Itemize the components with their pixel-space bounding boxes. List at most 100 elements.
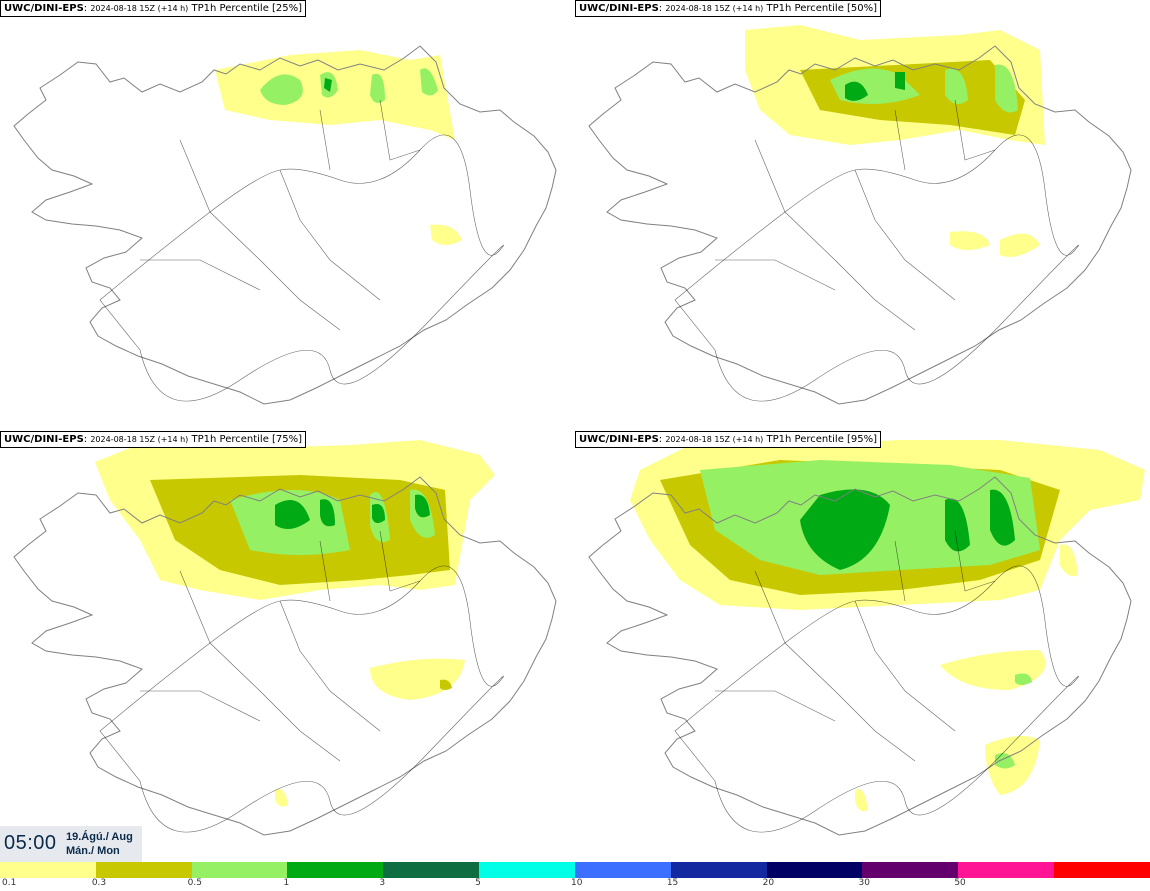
separator: : (658, 3, 666, 14)
precip-area (855, 789, 868, 812)
road-line (754, 139, 786, 213)
precip-map-p25 (13, 45, 557, 405)
legend-swatch (479, 862, 575, 878)
model-name: UWC/DINI-EPS (4, 434, 84, 445)
road-line (179, 570, 211, 644)
road-line (379, 530, 421, 592)
precip-area (1000, 233, 1040, 258)
legend-swatch (574, 862, 671, 878)
road-line (784, 211, 916, 331)
legend-swatch (1054, 862, 1150, 878)
legend-tick-label: 0.5 (187, 878, 202, 888)
road-line (140, 259, 261, 291)
road-line (209, 642, 341, 762)
separator: : (83, 3, 91, 14)
legend-swatch (191, 862, 288, 878)
precip-area (440, 679, 452, 690)
road-line (715, 690, 836, 722)
precip-area (370, 73, 385, 104)
precip-area (990, 489, 1015, 546)
legend-tick-label: 50 (954, 878, 966, 888)
road-line (99, 134, 504, 402)
separator: : (658, 434, 666, 445)
precip-area (320, 499, 335, 527)
road-line (784, 642, 916, 762)
road-line (715, 259, 836, 291)
legend-swatch (383, 862, 480, 878)
precip-area (940, 650, 1046, 690)
precip-area (1015, 673, 1032, 685)
map-panel-p25: UWC/DINI-EPS: 2024-08-18 15Z (+14 h) TP1… (0, 0, 575, 430)
road-line (140, 690, 261, 722)
road-line (674, 565, 1079, 833)
legend-swatch (958, 862, 1055, 878)
precip-area (895, 72, 905, 90)
legend-swatch (287, 862, 384, 878)
precip-map-p75 (13, 440, 557, 836)
legend-tick-label: 3 (379, 878, 386, 888)
precip-area (950, 231, 990, 250)
legend-tick-label: 30 (858, 878, 870, 888)
precip-area (1060, 544, 1078, 577)
precip-area (800, 489, 890, 570)
road-line (854, 600, 956, 732)
valid-date-line2: Mán./ Mon (66, 845, 120, 857)
precip-legend-labels: 0.1 0.3 0.5 1 3 5 10 15 20 30 50 (0, 878, 1150, 891)
legend-tick-label: 10 (571, 878, 583, 888)
precip-area (945, 68, 968, 104)
legend-swatch (766, 862, 863, 878)
road-line (954, 530, 996, 592)
valid-time-box: 05:00 19.Ágú./ Aug Mán./ Mon (0, 826, 142, 862)
precip-legend-colorbar (0, 862, 1150, 878)
legend-tick-label: 1 (283, 878, 290, 888)
product-label: TP1h Percentile [75%] (191, 434, 303, 445)
precip-area (215, 50, 455, 140)
precip-area (945, 498, 970, 552)
precip-area (430, 224, 462, 245)
model-name: UWC/DINI-EPS (579, 434, 659, 445)
legend-swatch (0, 862, 96, 878)
legend-tick-label: 0.1 (2, 878, 17, 888)
precip-area (324, 78, 332, 92)
panel-header: UWC/DINI-EPS: 2024-08-18 15Z (+14 h) TP1… (575, 431, 882, 448)
road-line (319, 540, 331, 602)
road-line (674, 134, 1079, 402)
road-line (319, 109, 331, 171)
road-line (99, 565, 504, 833)
map-panel-p95: UWC/DINI-EPS: 2024-08-18 15Z (+14 h) TP1… (575, 431, 1150, 861)
road-line (179, 139, 211, 213)
precip-area (275, 789, 288, 807)
road-line (209, 211, 341, 331)
road-line (379, 99, 421, 161)
legend-swatch (670, 862, 767, 878)
road-line (954, 99, 996, 161)
legend-swatch (862, 862, 959, 878)
road-line (854, 169, 956, 301)
precip-area (995, 752, 1015, 769)
road-line (754, 570, 786, 644)
precip-area (275, 500, 310, 529)
run-time: 2024-08-18 15Z (+14 h) (90, 435, 189, 444)
valid-date-line1: 19.Ágú./ Aug (66, 831, 133, 843)
precip-area (415, 494, 430, 518)
precip-area (995, 64, 1018, 113)
precip-area (260, 74, 303, 105)
map-panel-p75: UWC/DINI-EPS: 2024-08-18 15Z (+14 h) TP1… (0, 431, 575, 861)
legend-tick-label: 0.3 (91, 878, 107, 888)
precip-area (372, 504, 385, 524)
road-line (279, 169, 381, 301)
precip-area (845, 81, 868, 101)
road-line (894, 109, 906, 171)
legend-tick-label: 15 (666, 878, 679, 888)
product-label: TP1h Percentile [95%] (766, 434, 878, 445)
legend-tick-label: 5 (475, 878, 481, 888)
precip-map-p50 (588, 25, 1132, 405)
road-line (279, 600, 381, 732)
map-panel-p50: UWC/DINI-EPS: 2024-08-18 15Z (+14 h) TP1… (575, 0, 1150, 430)
product-label: TP1h Percentile [25%] (191, 3, 303, 14)
valid-time: 05:00 (4, 832, 57, 854)
panel-header: UWC/DINI-EPS: 2024-08-18 15Z (+14 h) TP1… (0, 0, 307, 17)
separator: : (83, 434, 91, 445)
panel-header: UWC/DINI-EPS: 2024-08-18 15Z (+14 h) TP1… (575, 0, 882, 17)
run-time: 2024-08-18 15Z (+14 h) (665, 435, 764, 444)
